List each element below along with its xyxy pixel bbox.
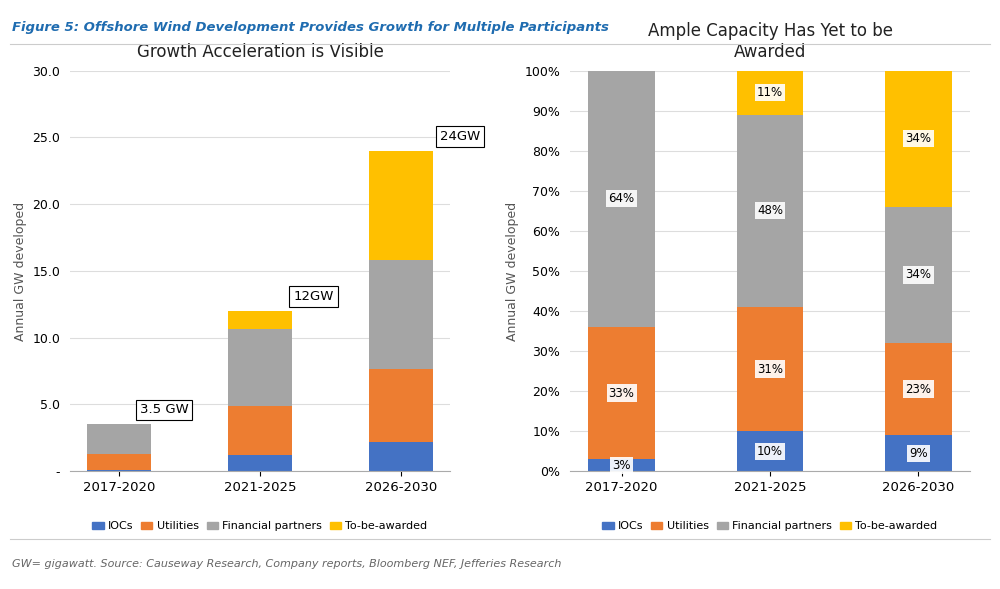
- Text: 48%: 48%: [757, 204, 783, 217]
- Bar: [228, 455, 292, 471]
- Bar: [737, 431, 803, 471]
- Bar: [588, 327, 655, 459]
- Bar: [369, 151, 433, 260]
- Bar: [885, 435, 952, 471]
- Bar: [369, 369, 433, 442]
- Bar: [885, 71, 952, 207]
- Text: 3%: 3%: [612, 459, 631, 472]
- Text: 23%: 23%: [905, 383, 931, 396]
- Bar: [588, 459, 655, 471]
- Bar: [228, 311, 292, 329]
- Bar: [87, 470, 151, 471]
- Text: 12GW: 12GW: [293, 290, 334, 303]
- Legend: IOCs, Utilities, Financial partners, To-be-awarded: IOCs, Utilities, Financial partners, To-…: [598, 517, 942, 536]
- Bar: [369, 442, 433, 471]
- Text: 3.5 GW: 3.5 GW: [140, 403, 188, 416]
- Text: 33%: 33%: [609, 386, 635, 399]
- Text: 11%: 11%: [757, 86, 783, 99]
- Text: 34%: 34%: [905, 133, 931, 145]
- Text: GW= gigawatt. Source: Causeway Research, Company reports, Bloomberg NEF, Jefferi: GW= gigawatt. Source: Causeway Research,…: [12, 560, 561, 569]
- Y-axis label: Annual GW developed: Annual GW developed: [506, 201, 519, 340]
- Y-axis label: Annual GW developed: Annual GW developed: [14, 201, 27, 340]
- Text: 9%: 9%: [909, 446, 928, 459]
- Bar: [885, 207, 952, 343]
- Text: 64%: 64%: [609, 193, 635, 206]
- Bar: [737, 71, 803, 115]
- Text: 24GW: 24GW: [440, 130, 480, 143]
- Bar: [737, 307, 803, 431]
- Bar: [228, 329, 292, 405]
- Text: 31%: 31%: [757, 363, 783, 376]
- Bar: [369, 260, 433, 369]
- Bar: [737, 115, 803, 307]
- Bar: [885, 343, 952, 435]
- Bar: [228, 405, 292, 455]
- Legend: IOCs, Utilities, Financial partners, To-be-awarded: IOCs, Utilities, Financial partners, To-…: [88, 517, 432, 536]
- Bar: [87, 454, 151, 470]
- Bar: [87, 425, 151, 454]
- Title: Growth Acceleration is Visible: Growth Acceleration is Visible: [137, 43, 383, 61]
- Text: 10%: 10%: [757, 445, 783, 458]
- Text: Figure 5: Offshore Wind Development Provides Growth for Multiple Participants: Figure 5: Offshore Wind Development Prov…: [12, 21, 609, 34]
- Text: 34%: 34%: [905, 269, 931, 282]
- Title: Ample Capacity Has Yet to be
Awarded: Ample Capacity Has Yet to be Awarded: [648, 22, 893, 61]
- Bar: [588, 71, 655, 327]
